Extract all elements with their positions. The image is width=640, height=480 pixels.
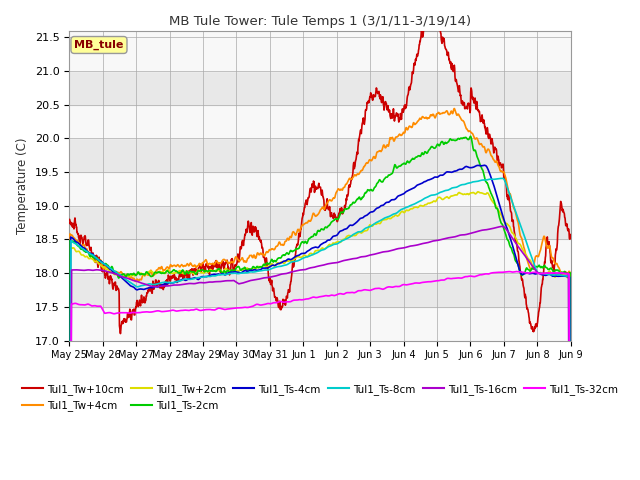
Y-axis label: Temperature (C): Temperature (C): [16, 137, 29, 234]
Bar: [69, 138, 571, 172]
Bar: [69, 206, 571, 240]
Bar: [69, 37, 571, 71]
Title: MB Tule Tower: Tule Temps 1 (3/1/11-3/19/14): MB Tule Tower: Tule Temps 1 (3/1/11-3/19…: [169, 15, 471, 28]
Legend: Tul1_Tw+10cm, Tul1_Tw+4cm, Tul1_Tw+2cm, Tul1_Ts-2cm, Tul1_Ts-4cm, Tul1_Ts-8cm, T: Tul1_Tw+10cm, Tul1_Tw+4cm, Tul1_Tw+2cm, …: [18, 380, 622, 415]
Bar: [69, 273, 571, 307]
Bar: [69, 71, 571, 105]
Bar: [69, 307, 571, 341]
Bar: [69, 240, 571, 273]
Bar: [69, 105, 571, 138]
Text: MB_tule: MB_tule: [74, 40, 124, 50]
Bar: [69, 172, 571, 206]
